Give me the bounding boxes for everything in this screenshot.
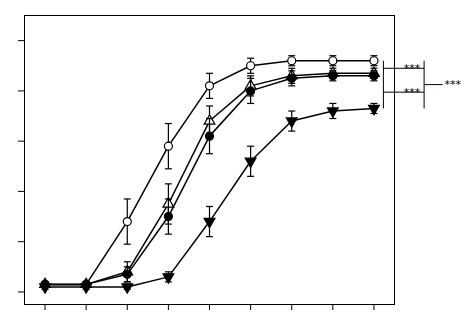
svg-text:***: *** <box>404 62 421 75</box>
svg-text:***: *** <box>404 86 421 99</box>
svg-text:***: *** <box>444 78 461 91</box>
